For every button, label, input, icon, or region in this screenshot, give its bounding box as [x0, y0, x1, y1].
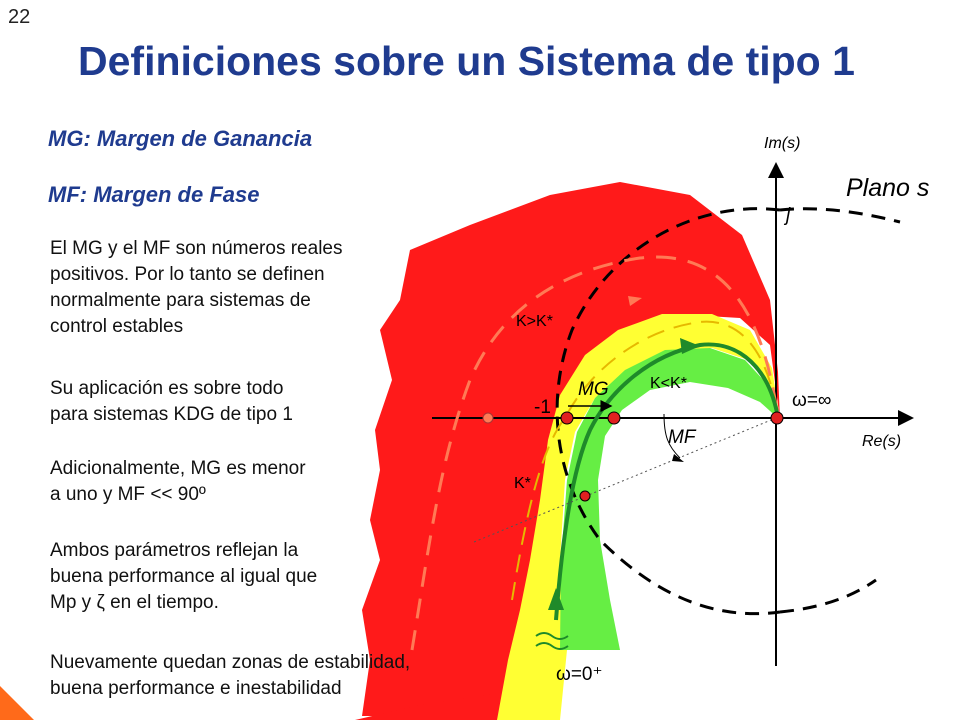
corner-accent-shape	[0, 686, 34, 720]
paragraph-line: Adicionalmente, MG es menor	[50, 458, 306, 479]
minus-one-label: -1	[534, 397, 551, 418]
mg-label: MG	[578, 379, 609, 400]
arrow-k-greater	[628, 296, 642, 306]
paragraph-line: Ambos parámetros reflejan la	[50, 540, 299, 561]
slide-number: 22	[8, 6, 31, 28]
point-minus-one	[560, 411, 574, 425]
real-axis-label: Re(s)	[862, 433, 901, 450]
unit-circle-lower-continuation	[779, 578, 877, 614]
heading-mg: MG: Margen de Ganancia	[48, 126, 313, 151]
imag-axis-label: Im(s)	[764, 135, 800, 152]
omega-zero-label: ω=0⁺	[556, 664, 603, 685]
stable-zone	[560, 348, 780, 650]
mf-arc	[663, 413, 681, 459]
mf-arrow-icon	[672, 454, 684, 462]
curve-k-less	[554, 342, 780, 621]
omega-inf-label: ω=∞	[792, 390, 831, 411]
paragraph-performance: Ambos parámetros reflejan la buena perfo…	[50, 538, 317, 616]
paragraph-line: Nuevamente quedan zonas de estabilidad,	[50, 652, 411, 673]
paragraph-line: normalmente para sistemas de	[50, 290, 311, 311]
paragraph-definition: El MG y el MF son números reales positiv…	[50, 236, 342, 340]
point-k-less-crossing	[607, 411, 621, 425]
paragraph-line: buena performance al igual que	[50, 566, 318, 587]
curve-k-greater	[410, 255, 780, 651]
omega-zero-wave-icon	[535, 632, 569, 650]
slide-title: Definiciones sobre un Sistema de tipo 1	[78, 38, 855, 84]
paragraph-line: Mp y ζ en el tiempo.	[50, 592, 219, 613]
paragraph-zones: Nuevamente quedan zonas de estabilidad, …	[50, 650, 410, 702]
k-greater-label: K>K*	[516, 313, 553, 330]
arrow-k-less	[680, 338, 700, 354]
point-unit-circle-crossing	[579, 490, 591, 502]
paragraph-line: a uno y MF << 90º	[50, 484, 206, 505]
point-k-greater-crossing	[482, 412, 494, 424]
paragraph-line: buena performance e inestabilidad	[50, 678, 342, 699]
unit-circle-continuation	[779, 207, 901, 224]
paragraph-line: para sistemas KDG de tipo 1	[50, 404, 293, 425]
paragraph-application: Su aplicación es sobre todo para sistema…	[50, 376, 293, 428]
k-less-label: K<K*	[650, 375, 687, 392]
arrow-start	[548, 588, 564, 610]
k-star-label: K*	[514, 475, 531, 492]
j-label: j	[783, 205, 791, 226]
unstable-zone-lower	[355, 690, 520, 720]
paragraph-line: Su aplicación es sobre todo	[50, 378, 284, 399]
curve-k-star	[511, 320, 779, 601]
unit-circle	[555, 207, 781, 616]
point-origin	[770, 411, 784, 425]
paragraph-additional: Adicionalmente, MG es menor a uno y MF <…	[50, 456, 306, 508]
heading-mf: MF: Margen de Fase	[48, 182, 260, 207]
paragraph-line: positivos. Por lo tanto se definen	[50, 264, 325, 285]
mf-label: MF	[668, 427, 697, 448]
plane-label: Plano s	[846, 174, 929, 202]
paragraph-line: control estables	[50, 316, 184, 337]
paragraph-line: El MG y el MF son números reales	[50, 238, 343, 259]
